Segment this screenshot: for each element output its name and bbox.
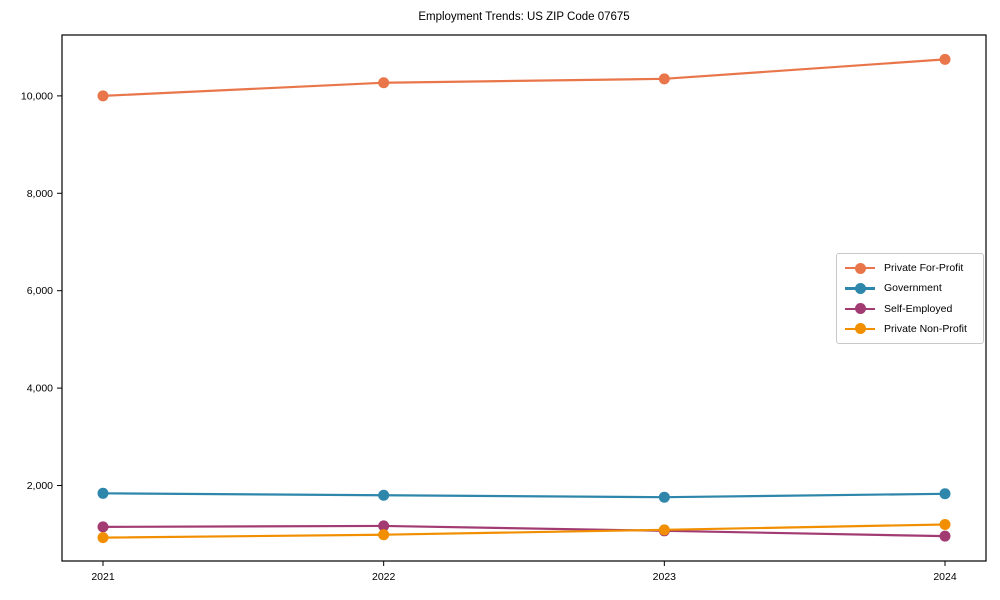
- series-line-private-for-profit: [102, 58, 946, 97]
- chart-legend: Private For-Profit Government Self-Emplo…: [836, 253, 984, 344]
- data-point-marker-icon: [658, 73, 670, 85]
- data-point-marker-icon: [378, 529, 390, 541]
- series-line-government: [102, 492, 946, 499]
- y-tick-label: 10,000: [21, 90, 53, 102]
- y-tick-label: 8,000: [27, 188, 53, 200]
- legend-label: Private Non-Profit: [884, 322, 967, 335]
- y-tick-label: 2,000: [27, 480, 53, 492]
- legend-entry-private-for-profit: Private For-Profit: [843, 258, 977, 278]
- chart-title: Employment Trends: US ZIP Code 07675: [418, 11, 630, 23]
- line-dot-marker-icon: [845, 262, 875, 274]
- data-point-marker-icon: [97, 90, 109, 102]
- data-point-marker-icon: [97, 487, 109, 499]
- x-tick-label: 2022: [372, 571, 396, 583]
- plot-border: [61, 34, 987, 562]
- line-dot-marker-icon: [845, 303, 875, 315]
- series-line-private-non-profit: [102, 523, 946, 539]
- legend-label: Government: [884, 282, 942, 295]
- legend-entry-government: Government: [843, 278, 977, 298]
- legend-label: Self-Employed: [884, 302, 953, 315]
- data-point-marker-icon: [939, 530, 951, 542]
- line-dot-marker-icon: [845, 323, 875, 335]
- data-point-marker-icon: [658, 491, 670, 503]
- legend-entry-private-non-profit: Private Non-Profit: [843, 319, 977, 339]
- data-point-marker-icon: [97, 521, 109, 533]
- x-tick-label: 2021: [91, 571, 115, 583]
- data-point-marker-icon: [378, 77, 390, 89]
- line-dot-marker-icon: [845, 282, 875, 294]
- data-point-marker-icon: [97, 532, 109, 544]
- y-tick-label: 4,000: [27, 383, 53, 395]
- data-point-marker-icon: [378, 489, 390, 501]
- data-point-marker-icon: [939, 53, 951, 65]
- legend-label: Private For-Profit: [884, 262, 964, 275]
- data-point-marker-icon: [378, 520, 390, 532]
- legend-entry-self-employed: Self-Employed: [843, 299, 977, 319]
- series-line-self-employed: [102, 524, 946, 538]
- data-point-marker-icon: [658, 524, 670, 536]
- x-tick-label: 2023: [653, 571, 677, 583]
- data-point-marker-icon: [939, 488, 951, 500]
- y-tick-label: 6,000: [27, 285, 53, 297]
- data-point-marker-icon: [939, 518, 951, 530]
- x-tick-label: 2024: [933, 571, 957, 583]
